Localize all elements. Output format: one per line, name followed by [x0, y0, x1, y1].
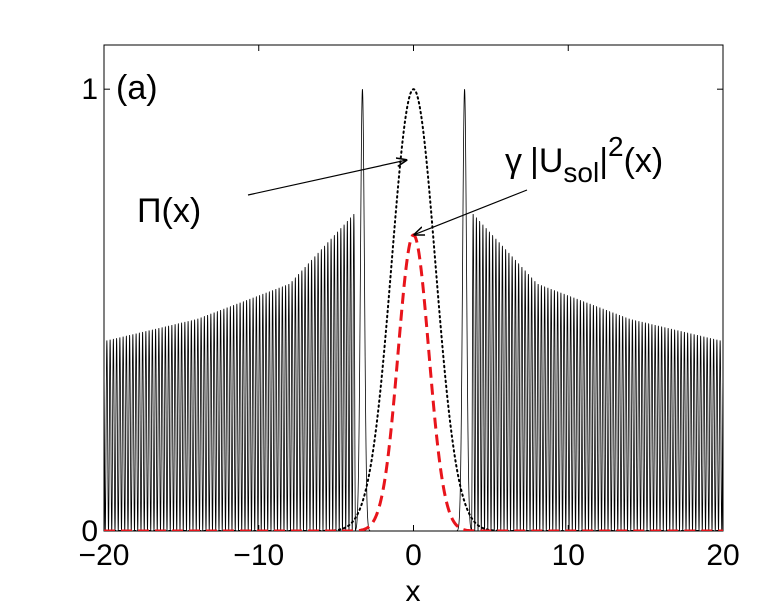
- pi-label: Π(x): [137, 192, 201, 230]
- panel-label: (a): [116, 69, 158, 107]
- x-tick-label: 10: [552, 539, 585, 572]
- x-tick-label: 20: [706, 539, 739, 572]
- x-tick-label: 0: [405, 539, 422, 572]
- x-tick-label: −10: [233, 539, 284, 572]
- y-tick-label: 0: [81, 515, 98, 548]
- pi-arrow: [247, 160, 407, 196]
- series-dotted-line: [104, 88, 723, 531]
- gamma-label: γ |Usol|2(x): [505, 131, 663, 188]
- axis-tick-labels: −20 −10 0 10 20 0 1: [79, 73, 740, 572]
- gamma-arrow: [414, 189, 528, 235]
- x-tick-label: −20: [79, 539, 130, 572]
- series-pi-line: [104, 89, 723, 531]
- y-tick-label: 1: [81, 73, 98, 106]
- x-axis-label: x: [406, 575, 421, 606]
